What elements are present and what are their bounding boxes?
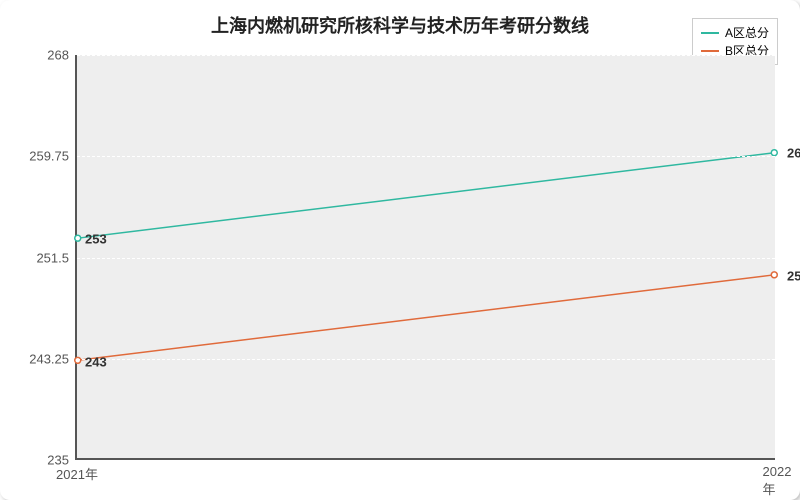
series-line [78,275,775,360]
gridline [77,359,775,360]
y-tick-label: 259.75 [29,149,77,164]
data-point [771,150,777,156]
data-point [75,235,81,241]
point-label: 243 [81,354,107,369]
y-tick-label: 251.5 [36,250,77,265]
chart-title: 上海内燃机研究所核科学与技术历年考研分数线 [211,12,589,38]
plot-area: 235243.25251.5259.752682021年2022年2532602… [75,55,775,460]
series-line [78,153,775,238]
legend-swatch-b [701,50,719,52]
gridline [77,55,775,56]
y-tick-label: 243.25 [29,351,77,366]
x-tick-label: 2022年 [763,458,792,498]
line-layer [77,55,775,458]
gridline [77,258,775,259]
point-label: 253 [81,232,107,247]
legend-swatch-a [701,32,719,34]
y-tick-label: 268 [47,48,77,63]
data-point [771,272,777,278]
point-label: 250 [783,268,800,283]
gridline [77,156,775,157]
legend-label-a: A区总分 [725,24,769,41]
chart-container: 上海内燃机研究所核科学与技术历年考研分数线 A区总分 B区总分 235243.2… [0,0,800,500]
legend-item-a: A区总分 [701,24,769,41]
point-label: 260 [783,146,800,161]
x-tick-label: 2021年 [56,458,98,483]
